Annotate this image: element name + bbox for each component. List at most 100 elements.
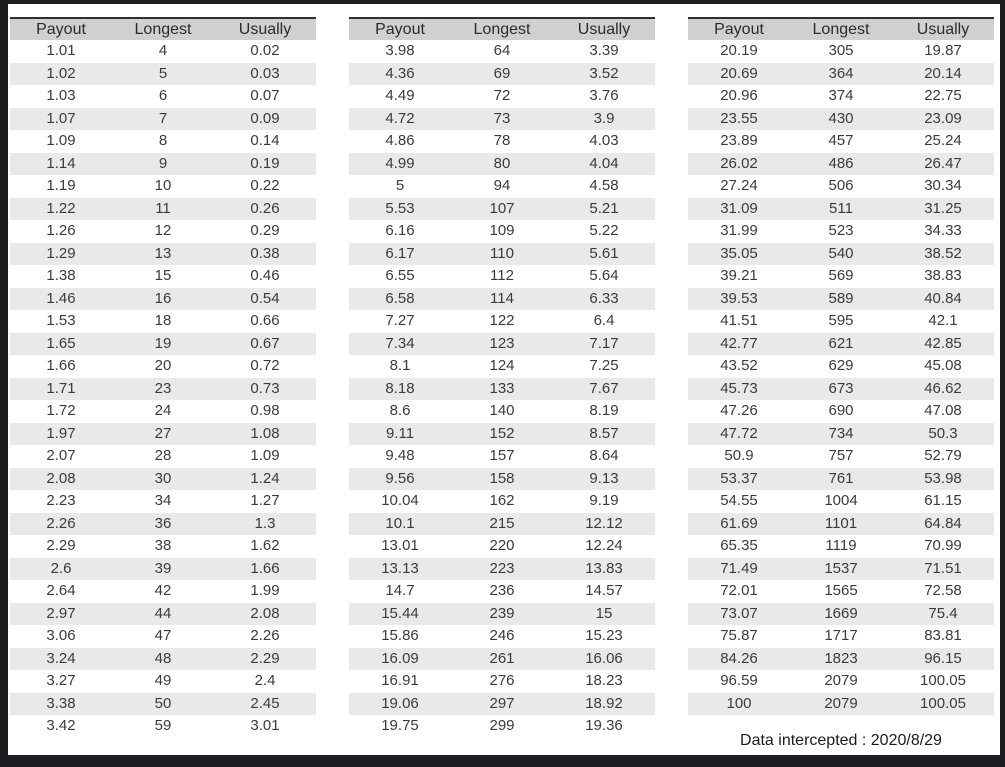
table-row: 1.72 24 0.98 — [10, 400, 316, 423]
cell-payout: 2.29 — [46, 537, 76, 554]
cell-usually: 23.09 — [924, 109, 962, 127]
cell-longest: 48 — [154, 649, 172, 667]
table-row: 23.55 430 23.09 — [688, 107, 994, 130]
cell-usually: 30.34 — [924, 177, 962, 194]
cell-usually: 5.21 — [589, 199, 619, 217]
cell-longest: 673 — [828, 379, 854, 397]
cell-longest: 78 — [493, 132, 511, 149]
cell-usually: 13.83 — [585, 559, 623, 577]
cell-usually: 64.84 — [924, 514, 962, 532]
cell-usually: 19.87 — [924, 42, 962, 59]
cell-longest: 140 — [489, 402, 515, 419]
cell-payout: 1.97 — [46, 424, 76, 442]
cell-usually: 2.4 — [254, 672, 276, 689]
column-header-usually: Usually — [214, 17, 316, 40]
cell-payout: 9.48 — [385, 447, 415, 464]
cell-longest: 223 — [489, 559, 515, 577]
cell-longest: 364 — [828, 64, 854, 82]
table-row: 23.89 457 25.24 — [688, 130, 994, 153]
cell-payout: 47.26 — [720, 402, 758, 419]
cell-longest: 123 — [489, 334, 515, 352]
cell-longest: 2079 — [824, 694, 858, 712]
cell-usually: 45.08 — [924, 357, 962, 374]
cell-usually: 4.03 — [589, 132, 619, 149]
cell-usually: 7.25 — [589, 357, 619, 374]
cell-payout: 8.18 — [385, 379, 415, 397]
cell-longest: 1669 — [824, 604, 858, 622]
cell-longest: 39 — [154, 559, 172, 577]
cell-longest: 8 — [158, 132, 168, 149]
table-row: 3.27 49 2.4 — [10, 670, 316, 693]
column-header-payout: Payout — [349, 17, 451, 40]
cell-longest: 20 — [154, 357, 172, 374]
cell-longest: 23 — [154, 379, 172, 397]
table-row: 1.01 4 0.02 — [10, 40, 316, 63]
cell-usually: 1.66 — [250, 559, 280, 577]
cell-payout: 19.06 — [381, 694, 419, 712]
cell-payout: 6.17 — [385, 244, 415, 262]
cell-usually: 12.24 — [585, 537, 623, 554]
cell-payout: 1.07 — [46, 109, 76, 127]
cell-payout: 1.09 — [46, 132, 76, 149]
cell-usually: 0.46 — [250, 267, 280, 284]
cell-payout: 4.86 — [385, 132, 415, 149]
cell-longest: 236 — [489, 582, 515, 599]
cell-usually: 75.4 — [928, 604, 958, 622]
table-row: 72.01 1565 72.58 — [688, 580, 994, 603]
table-row: 1.02 5 0.03 — [10, 62, 316, 85]
cell-longest: 299 — [489, 717, 515, 734]
cell-usually: 38.83 — [924, 267, 962, 284]
cell-longest: 13 — [154, 244, 172, 262]
cell-usually: 1.08 — [250, 424, 280, 442]
cell-payout: 23.89 — [720, 132, 758, 149]
table-row: 2.26 36 1.3 — [10, 512, 316, 535]
cell-longest: 122 — [489, 312, 515, 329]
cell-longest: 36 — [154, 514, 172, 532]
cell-usually: 100.05 — [920, 694, 966, 712]
cell-usually: 31.25 — [924, 199, 962, 217]
table-row: 7.34 123 7.17 — [349, 332, 655, 355]
table-row: 2.23 34 1.27 — [10, 490, 316, 513]
cell-usually: 0.73 — [250, 379, 280, 397]
cell-usually: 0.07 — [250, 87, 280, 104]
table-row: 20.19 305 19.87 — [688, 40, 994, 63]
table-row: 43.52 629 45.08 — [688, 355, 994, 378]
table-row: 9.11 152 8.57 — [349, 422, 655, 445]
cell-usually: 8.64 — [589, 447, 619, 464]
cell-longest: 486 — [828, 154, 854, 172]
cell-payout: 1.26 — [46, 222, 76, 239]
table-row: 4.99 80 4.04 — [349, 152, 655, 175]
cell-longest: 73 — [493, 109, 511, 127]
cell-longest: 1101 — [824, 514, 858, 532]
cell-longest: 523 — [828, 222, 854, 239]
cell-longest: 112 — [490, 267, 514, 284]
cell-longest: 540 — [828, 244, 854, 262]
cell-usually: 42.1 — [928, 312, 958, 329]
cell-payout: 1.53 — [46, 312, 76, 329]
cell-payout: 14.7 — [385, 582, 415, 599]
table-row: 16.09 261 16.06 — [349, 647, 655, 670]
cell-longest: 621 — [828, 334, 854, 352]
cell-longest: 305 — [828, 42, 854, 59]
table-row: 13.01 220 12.24 — [349, 535, 655, 558]
table-row: 35.05 540 38.52 — [688, 242, 994, 265]
cell-usually: 2.26 — [250, 627, 280, 644]
cell-payout: 4.72 — [385, 109, 415, 127]
cell-payout: 13.13 — [381, 559, 419, 577]
cell-longest: 11 — [155, 199, 171, 217]
table-row: 9.56 158 9.13 — [349, 467, 655, 490]
cell-usually: 0.29 — [250, 222, 280, 239]
cell-longest: 757 — [828, 447, 854, 464]
cell-usually: 100.05 — [920, 672, 966, 689]
cell-payout: 2.97 — [46, 604, 76, 622]
cell-longest: 246 — [489, 627, 515, 644]
cell-payout: 26.02 — [720, 154, 758, 172]
cell-usually: 0.14 — [250, 132, 280, 149]
cell-payout: 8.6 — [389, 402, 411, 419]
cell-usually: 2.29 — [250, 649, 280, 667]
cell-longest: 629 — [828, 357, 854, 374]
table-row: 2.6 39 1.66 — [10, 557, 316, 580]
table-row: 7.27 122 6.4 — [349, 310, 655, 333]
cell-payout: 2.64 — [46, 582, 76, 599]
cell-usually: 5.64 — [589, 267, 619, 284]
